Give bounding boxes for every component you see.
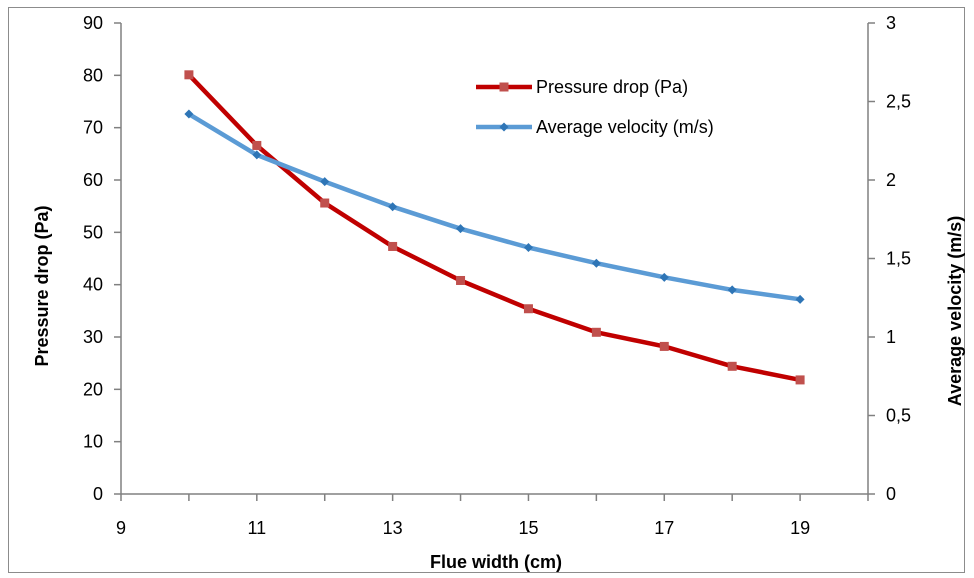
y-tick-label: 0 [93, 484, 103, 504]
legend-marker [499, 82, 509, 92]
y-tick-label: 30 [83, 327, 103, 347]
data-point [252, 140, 262, 150]
series-average-velocity [184, 109, 805, 304]
data-point [456, 275, 466, 285]
legend-label: Pressure drop (Pa) [536, 77, 688, 97]
data-point [795, 375, 805, 385]
data-point [456, 224, 466, 234]
y2-tick-label: 1,5 [886, 249, 911, 269]
data-point [252, 150, 262, 160]
x-tick-label: 19 [790, 518, 810, 538]
y-tick-label: 20 [83, 379, 103, 399]
y-tick-label: 60 [83, 170, 103, 190]
y2-tick-label: 3 [886, 13, 896, 33]
data-point [591, 327, 601, 337]
data-point [388, 241, 398, 251]
y2-axis-title: Average velocity (m/s) [945, 216, 965, 406]
data-point [523, 243, 533, 253]
data-point [659, 272, 669, 282]
y-tick-label: 70 [83, 118, 103, 138]
y2-tick-label: 2,5 [886, 92, 911, 112]
series-line [186, 111, 803, 302]
axes [114, 22, 875, 501]
legend: Pressure drop (Pa) Average velocity (m/s) [476, 77, 714, 137]
x-tick-label: 9 [116, 518, 126, 538]
y-tick-label: 80 [83, 65, 103, 85]
x-tick-label: 17 [654, 518, 674, 538]
y-tick-label: 50 [83, 222, 103, 242]
data-point [184, 109, 194, 119]
data-point [320, 198, 330, 208]
data-point [184, 70, 194, 80]
series-pressure-drop [184, 70, 805, 385]
data-point [523, 304, 533, 314]
y-tick-label: 40 [83, 275, 103, 295]
tick-labels: 0 10 20 30 40 50 60 70 80 90 0 0,5 1 1,5 2 2,5 3 9 11 13 15 1… [83, 13, 911, 538]
y2-tick-label: 2 [886, 170, 896, 190]
y-axis-title: Pressure drop (Pa) [32, 205, 52, 366]
data-point [659, 341, 669, 351]
x-tick-label: 11 [247, 518, 266, 538]
data-point [388, 202, 398, 212]
x-tick-label: 15 [518, 518, 538, 538]
data-point [727, 361, 737, 371]
legend-marker [499, 122, 509, 132]
data-point [727, 285, 737, 295]
data-point [795, 294, 805, 304]
legend-label: Average velocity (m/s) [536, 117, 714, 137]
x-tick-label: 13 [383, 518, 403, 538]
y2-tick-label: 0,5 [886, 406, 911, 426]
series-line [186, 72, 803, 383]
data-point [320, 177, 330, 187]
y-tick-label: 10 [83, 432, 103, 452]
y2-tick-label: 0 [886, 484, 896, 504]
y-tick-label: 90 [83, 13, 103, 33]
series [184, 70, 805, 385]
y2-tick-label: 1 [886, 327, 896, 347]
data-point [591, 258, 601, 268]
x-axis-title: Flue width (cm) [430, 552, 562, 572]
